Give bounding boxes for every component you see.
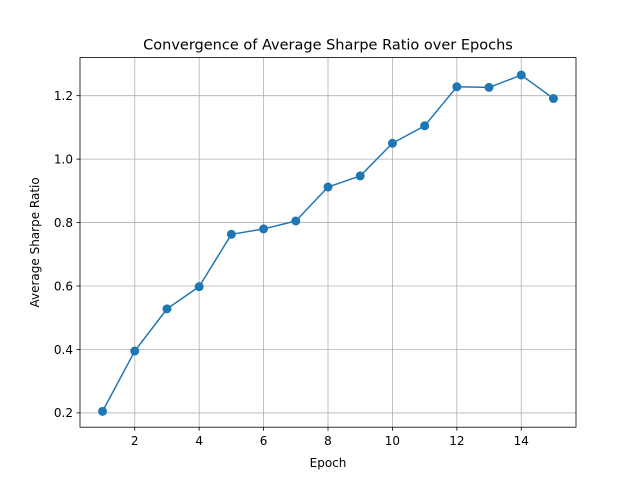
data-point (323, 182, 333, 192)
ticks: 2 4 6 8 10 12 14 0.2 0.4 0.6 0.8 1.0 1.2 (54, 89, 529, 448)
x-tick-label: 4 (195, 434, 203, 448)
data-point (452, 82, 462, 92)
y-tick-label: 0.8 (54, 216, 73, 230)
x-axis-label: Epoch (310, 456, 347, 470)
chart-title: Convergence of Average Sharpe Ratio over… (143, 38, 513, 54)
data-point (387, 138, 397, 148)
data-point (291, 216, 301, 226)
y-tick-label: 1.2 (54, 89, 73, 103)
y-axis-label: Average Sharpe Ratio (28, 177, 42, 307)
x-tick-label: 2 (131, 434, 139, 448)
x-tick-label: 8 (324, 434, 332, 448)
data-point (226, 229, 236, 239)
y-tick-label: 0.6 (54, 279, 73, 293)
x-tick-label: 6 (260, 434, 268, 448)
data-point (162, 304, 172, 314)
data-point (98, 406, 108, 416)
x-tick-label: 10 (385, 434, 400, 448)
data-point (548, 94, 558, 104)
data-point (130, 346, 140, 356)
data-point (420, 121, 430, 131)
y-tick-label: 1.0 (54, 152, 73, 166)
x-tick-label: 14 (514, 434, 529, 448)
x-tick-label: 12 (449, 434, 464, 448)
y-tick-label: 0.4 (54, 343, 73, 357)
data-point (194, 282, 204, 292)
data-point (259, 224, 269, 234)
grid (80, 57, 576, 428)
y-tick-label: 0.2 (54, 406, 73, 420)
series-layer (98, 70, 558, 416)
data-point (484, 82, 494, 92)
data-point (516, 70, 526, 80)
data-point (355, 171, 365, 181)
